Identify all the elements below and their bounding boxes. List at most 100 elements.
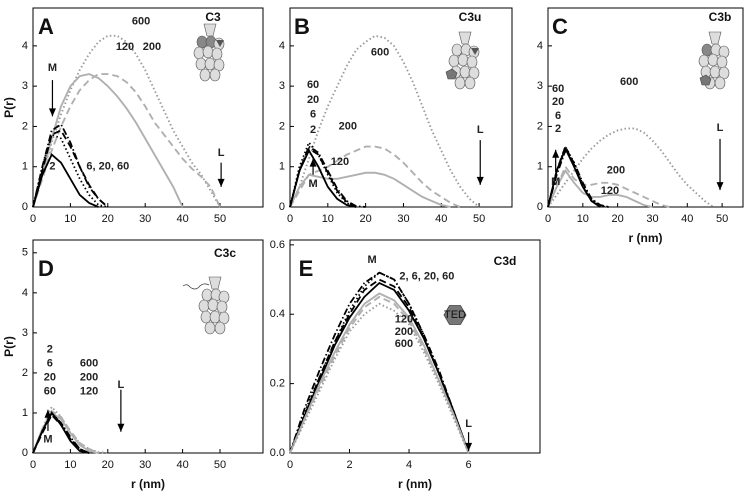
y-tick-label: 2	[537, 120, 543, 132]
x-tick-label: 0	[30, 213, 36, 225]
domain-icon	[195, 57, 207, 71]
pr-curve	[289, 271, 470, 454]
annotation: 200	[395, 326, 413, 338]
pr-curve	[547, 127, 714, 208]
pr-curve	[32, 73, 221, 208]
panel-title: C3	[205, 10, 221, 24]
arrow-head	[117, 423, 125, 432]
domain-icon	[200, 310, 212, 324]
domain-icon	[459, 65, 471, 79]
x-tick-label: 10	[322, 213, 334, 225]
y-tick-label: 4	[22, 40, 28, 52]
annotation: 600	[620, 76, 638, 88]
domain-icon	[201, 288, 213, 302]
arrow-head	[48, 108, 56, 117]
annotation: 600	[132, 16, 150, 28]
arrow-head	[217, 178, 225, 187]
annotation: M	[368, 254, 377, 266]
domain-icon	[698, 54, 710, 68]
y-tick-label: 4	[279, 40, 285, 52]
x-tick-label: 10	[64, 459, 76, 471]
plot-frame	[289, 7, 513, 208]
annotation: 120	[395, 314, 413, 326]
arrow-head	[476, 176, 484, 185]
panel-title: C3c	[214, 246, 236, 260]
x-tick-label: 40	[681, 213, 693, 225]
domain-icon	[701, 43, 713, 57]
domain-icon	[182, 283, 210, 290]
domain-icon	[457, 53, 469, 67]
plot-frame	[32, 239, 264, 454]
arrow-head	[552, 149, 560, 158]
pr-curve	[32, 133, 108, 208]
domain-icon	[714, 76, 726, 90]
domain-icon	[458, 31, 472, 45]
y-tick-label: 0.4	[270, 308, 285, 320]
annotation: L	[477, 124, 484, 136]
icon-label: TED	[444, 309, 466, 321]
x-tick-label: 40	[176, 213, 188, 225]
x-axis-label: r (nm)	[629, 231, 663, 245]
pr-curve	[289, 281, 470, 454]
y-tick-label: 2	[22, 367, 28, 379]
x-tick-label: 20	[102, 213, 114, 225]
x-tick-label: 50	[716, 213, 728, 225]
domain-icon	[448, 54, 460, 68]
domain-icon	[211, 47, 223, 61]
plot-frame	[547, 7, 744, 208]
y-tick-label: 3	[22, 327, 28, 339]
x-tick-label: 0	[287, 213, 293, 225]
annotation: 120	[331, 156, 349, 168]
x-tick-label: 0	[287, 459, 293, 471]
pr-curve	[32, 73, 184, 208]
domain-icon	[204, 57, 216, 71]
pr-curve	[547, 144, 601, 208]
pr-curve	[289, 145, 366, 208]
annotation: 120	[116, 41, 134, 53]
panel-letter: E	[299, 256, 314, 281]
annotation: 20	[552, 96, 564, 108]
annotation: 60	[307, 79, 319, 91]
pr-curve	[32, 34, 221, 208]
annotation: 200	[339, 120, 357, 132]
pr-curve	[32, 129, 109, 208]
y-tick-label: 1	[537, 161, 543, 173]
y-tick-label: 3	[279, 80, 285, 92]
domain-icon	[207, 298, 219, 312]
panel-letter: C	[552, 14, 568, 39]
y-tick-label: 0	[537, 201, 543, 213]
domain-icon	[209, 310, 221, 324]
pr-curve	[289, 34, 480, 208]
domain-icon	[445, 68, 458, 80]
arrow-head	[44, 409, 52, 418]
y-axis-label: P(r)	[2, 336, 16, 357]
y-tick-label: 0.0	[270, 447, 285, 459]
x-tick-label: 50	[214, 459, 226, 471]
y-tick-label: 0	[279, 201, 285, 213]
y-tick-label: 4	[22, 287, 28, 299]
pr-curve	[32, 153, 99, 208]
y-tick-label: 1	[22, 161, 28, 173]
panel: 0 10 20 30 40 50 0 1 2 3 4B C3u 600 60 20 6 2 200 120 M L	[279, 7, 513, 225]
annotation: 600	[395, 338, 413, 350]
domain-icon	[471, 48, 479, 55]
annotation: L	[118, 379, 125, 391]
domain-icon	[454, 76, 466, 90]
pr-curve	[289, 145, 461, 208]
annotation: 2	[49, 161, 55, 173]
panel-title: C3d	[494, 254, 517, 268]
pr-curve	[289, 302, 470, 454]
x-tick-label: 4	[406, 459, 412, 471]
pr-curve	[289, 278, 470, 454]
domain-icon	[198, 299, 210, 313]
y-tick-label: 2	[279, 120, 285, 132]
pr-curve	[289, 292, 470, 454]
y-axis-label: P(r)	[2, 97, 16, 118]
pr-curve	[289, 271, 470, 454]
pr-curve	[32, 413, 90, 454]
x-tick-label: 20	[612, 213, 624, 225]
x-tick-label: 6	[466, 459, 472, 471]
x-tick-label: 30	[646, 213, 658, 225]
annotation: 6, 20, 60	[86, 161, 129, 173]
